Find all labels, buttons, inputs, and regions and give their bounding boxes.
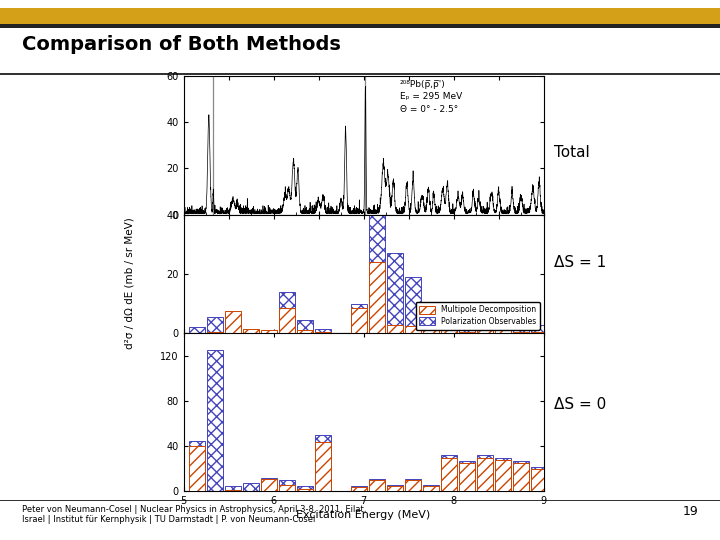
Bar [459,463,474,491]
Bar [495,460,510,491]
Bar [315,329,330,333]
Bar [441,455,456,491]
Bar [279,480,294,491]
Bar [495,330,510,333]
Bar [531,469,546,491]
Text: d²σ / dΩ dE (mb / sr MeV): d²σ / dΩ dE (mb / sr MeV) [125,218,135,349]
Bar [297,489,312,491]
Bar [495,307,510,333]
Text: ΔS = 0: ΔS = 0 [554,397,607,412]
Bar [279,484,294,491]
Bar [243,329,258,333]
Bar [351,308,366,333]
Text: Peter von Neumann-Cosel | Nuclear Physics in Astrophysics, April 3-8, 2011, Eila: Peter von Neumann-Cosel | Nuclear Physic… [22,505,366,524]
Bar [189,327,204,333]
Bar [459,332,474,333]
Legend: Multipole Decomposition, Polarization Observables: Multipole Decomposition, Polarization Ob… [415,302,540,329]
Bar [387,486,402,491]
Bar [387,253,402,333]
Bar [405,480,420,491]
Bar [207,350,222,491]
Bar [405,277,420,333]
Bar [405,479,420,491]
Bar [225,313,240,333]
Bar [261,478,276,491]
Bar [369,479,384,491]
Bar [495,457,510,491]
Text: Total: Total [554,145,590,160]
Bar [207,332,222,333]
Bar [297,486,312,491]
Bar [315,435,330,491]
Bar [441,457,456,491]
Bar [513,332,528,333]
Bar [225,486,240,491]
Bar [477,327,492,333]
Bar [351,487,366,491]
Bar [279,292,294,333]
Bar [513,463,528,491]
Bar [531,325,546,333]
Bar [225,311,240,333]
Bar [387,484,402,491]
Bar [189,446,204,491]
Bar [369,262,384,333]
Bar [477,304,492,333]
Bar [423,484,438,491]
Bar [189,441,204,491]
Bar [243,483,258,491]
Bar [441,315,456,333]
Bar [261,479,276,491]
Bar [207,317,222,333]
Bar [513,310,528,333]
Bar [531,467,546,491]
Bar [369,480,384,491]
Bar [441,330,456,333]
Bar [351,304,366,333]
Bar [477,455,492,491]
Bar [423,330,438,333]
X-axis label: Excitation Energy (MeV): Excitation Energy (MeV) [297,510,431,521]
Text: ΔS = 1: ΔS = 1 [554,255,607,270]
Bar [387,325,402,333]
Bar [261,332,276,333]
Bar [423,304,438,333]
Bar [279,308,294,333]
Bar [243,330,258,333]
Bar [405,326,420,333]
Bar [351,486,366,491]
Bar [297,330,312,333]
Text: Comparison of Both Methods: Comparison of Both Methods [22,35,341,54]
Bar [297,320,312,333]
Bar [315,442,330,491]
Bar [315,332,330,333]
Bar [225,490,240,491]
Bar [423,486,438,491]
Text: 19: 19 [683,505,698,518]
Bar [459,461,474,491]
Text: ²⁰⁸Pb(p̅,p̅')
Eₚ = 295 MeV
Θ = 0° - 2.5°: ²⁰⁸Pb(p̅,p̅') Eₚ = 295 MeV Θ = 0° - 2.5° [400,80,462,114]
Bar [531,332,546,333]
Bar [261,330,276,333]
Bar [477,457,492,491]
Bar [369,206,384,333]
Bar [513,461,528,491]
Bar [459,307,474,333]
